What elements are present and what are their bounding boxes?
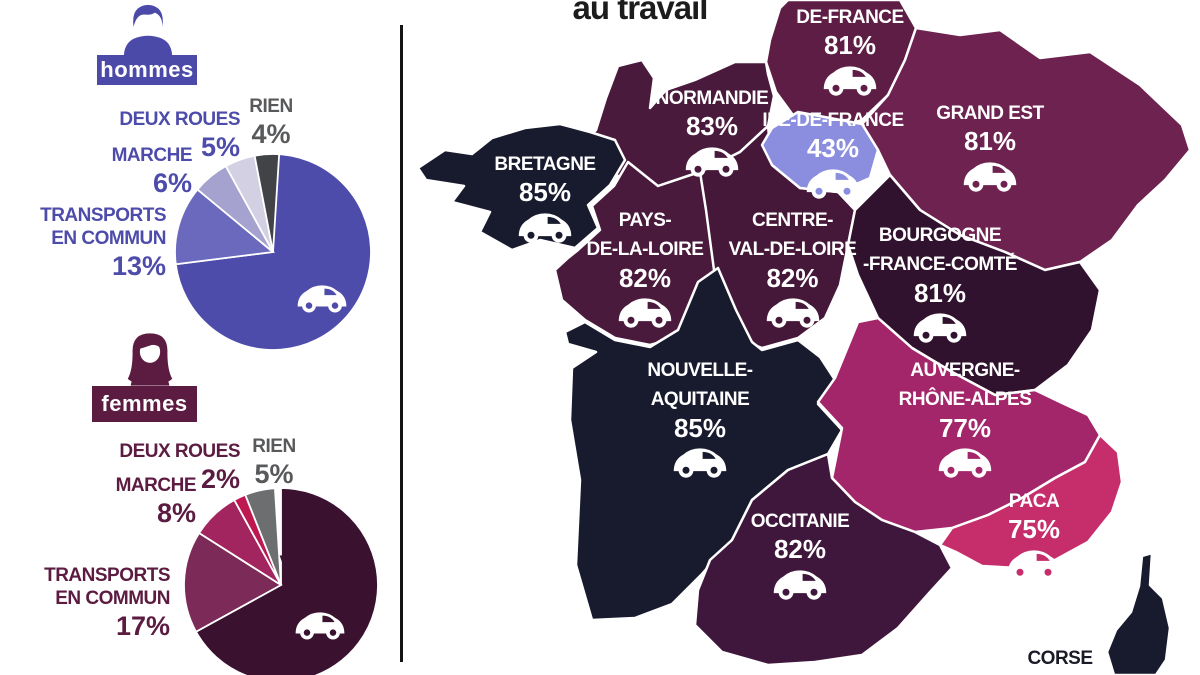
- region-label-centre-val-de-loire: CENTRE- VAL-DE-LOIRE 82%: [705, 206, 880, 329]
- femmes-badge: femmes: [92, 386, 197, 422]
- pie-label-voiture-hommes: VOITURE 73%: [272, 226, 372, 319]
- region-value: 75%: [1007, 514, 1061, 545]
- region-name: BOURGOGNE -FRANCE-COMTÉ: [863, 225, 1017, 276]
- region-name: CENTRE- VAL-DE-LOIRE: [728, 210, 857, 261]
- region-label-bretagne: BRETAGNE 85%: [465, 150, 625, 244]
- pie-label-transports-hommes: TRANSPORTS EN COMMUN 13%: [40, 205, 166, 281]
- region-shape-corse: [1105, 551, 1172, 675]
- region-name: NORMANDIE: [655, 88, 769, 109]
- pie-label-rien-hommes: RIEN 4%: [249, 96, 293, 149]
- pie-label-rien-femmes: RIEN 5%: [252, 436, 296, 489]
- pie-label-deux-roues-hommes: DEUX ROUES 5%: [119, 109, 240, 162]
- car-icon: [296, 281, 348, 314]
- region-value: 84%: [1034, 673, 1086, 675]
- region-label-grand-est: GRAND EST 81%: [910, 99, 1070, 193]
- car-icon: [822, 62, 878, 97]
- car-icon: [912, 309, 968, 344]
- region-name: AUVERGNE- RHÔNE-ALPES: [898, 360, 1032, 411]
- region-value: 82%: [618, 262, 672, 293]
- femmes-label: femmes: [101, 391, 188, 416]
- region-value: 85%: [673, 412, 727, 443]
- car-icon: [1006, 546, 1062, 581]
- car-icon: [805, 165, 861, 200]
- car-icon: [765, 294, 821, 329]
- region-label-occitanie: OCCITANIE 82%: [720, 507, 880, 601]
- france-map: [416, 0, 1192, 675]
- pie-slice-femmes-rien: [244, 488, 282, 586]
- region-name: BRETAGNE: [494, 154, 596, 175]
- car-icon: [672, 444, 728, 479]
- region-name: OCCITANIE: [750, 511, 850, 532]
- region-name: DE-FRANCE: [796, 7, 904, 28]
- region-label-hauts-de-france: DE-FRANCE 81%: [770, 3, 930, 97]
- region-name: GRAND EST: [936, 103, 1044, 124]
- region-value: 82%: [773, 534, 827, 565]
- region-label-nouvelle-aquitaine: NOUVELLE- AQUITAINE 85%: [620, 356, 780, 479]
- region-value: 85%: [518, 177, 572, 208]
- page-title: au travail: [572, 0, 709, 26]
- car-icon: [294, 608, 346, 641]
- region-name: PAYS- DE-LA-LOIRE: [586, 210, 704, 261]
- region-value: 81%: [963, 126, 1017, 157]
- region-value: 81%: [823, 30, 877, 61]
- pie-slice-hommes-rien: [253, 153, 281, 253]
- car-icon: [962, 158, 1018, 193]
- region-shape-paca: [938, 433, 1124, 570]
- woman-icon: [127, 333, 173, 386]
- hommes-label: hommes: [100, 57, 194, 82]
- pie-label-transports-femmes: TRANSPORTS EN COMMUN 17%: [44, 565, 170, 641]
- pie-slice-hommes-transports-en-commun: [174, 188, 276, 266]
- region-name: PACA: [1008, 491, 1060, 512]
- hommes-badge: hommes: [97, 55, 197, 85]
- pie-label-marche-femmes: MARCHE 8%: [115, 475, 197, 528]
- region-label-paca: PACA 75%: [954, 487, 1114, 581]
- pie-slice-femmes-transports-en-commun: [183, 531, 283, 633]
- region-label-normandie: NORMANDIE 83%: [632, 84, 792, 178]
- pie-label-marche-hommes: MARCHE 6%: [111, 145, 193, 198]
- pie-label-voiture-femmes: VOITURE 67%: [270, 553, 370, 646]
- region-label-ile-de-france: ILE-DE-FRANCE 43%: [753, 106, 913, 200]
- region-name: NOUVELLE- AQUITAINE: [647, 360, 753, 411]
- man-icon: [123, 4, 173, 55]
- divider-line: [400, 25, 403, 662]
- region-shape-ile-de-france: [760, 110, 880, 194]
- region-shape-occitanie: [693, 452, 954, 667]
- region-name: ILE-DE-FRANCE: [762, 110, 904, 131]
- region-value: 81%: [913, 277, 967, 308]
- region-label-auvergne-rhone-alpes: AUVERGNE- RHÔNE-ALPES 77%: [870, 356, 1060, 479]
- car-icon: [617, 294, 673, 329]
- region-name: CORSE: [1027, 648, 1093, 669]
- region-value: 77%: [938, 412, 992, 443]
- region-label-pays-de-la-loire: PAYS- DE-LA-LOIRE 82%: [565, 206, 725, 329]
- region-label-corse: CORSE 84%: [995, 644, 1125, 675]
- region-value: 82%: [766, 262, 819, 293]
- region-shape-bourgogne-france-comte: [846, 173, 1102, 397]
- car-icon: [772, 566, 828, 601]
- car-icon: [684, 143, 740, 178]
- region-value: 83%: [685, 111, 739, 142]
- region-label-bourgogne-france-comte: BOURGOGNE -FRANCE-COMTÉ 81%: [845, 221, 1035, 344]
- region-value: 43%: [806, 133, 860, 164]
- car-icon: [937, 444, 993, 479]
- region-shape-bretagne: [416, 122, 627, 252]
- pie-label-deux-roues-femmes: DEUX ROUES 2%: [119, 441, 240, 494]
